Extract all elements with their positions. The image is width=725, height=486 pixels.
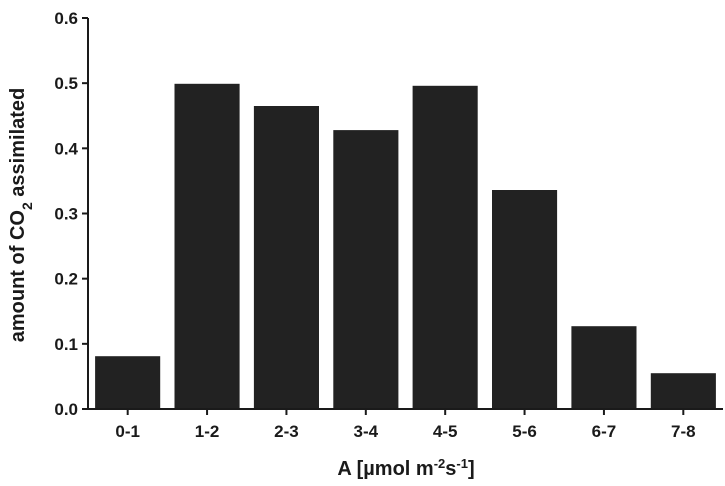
y-tick-label: 0.0 xyxy=(54,400,78,419)
bar-7-8 xyxy=(650,373,716,409)
bar-3-4 xyxy=(333,130,399,409)
y-tick-label: 0.5 xyxy=(54,74,78,93)
y-axis-ticks: 0.0 0.1 0.2 0.3 0.4 0.5 0.6 xyxy=(54,9,88,419)
bar-2-3 xyxy=(253,106,319,409)
y-tick-label: 0.4 xyxy=(54,139,78,158)
y-tick-label: 0.3 xyxy=(54,205,78,224)
x-tick-label: 1-2 xyxy=(195,422,220,441)
plot-frame xyxy=(87,18,723,410)
bar-6-7 xyxy=(571,326,637,409)
x-axis-title: A [µmol m-2s-1] xyxy=(337,456,474,481)
bar-0-1 xyxy=(95,356,161,409)
x-tick-label: 0-1 xyxy=(115,422,140,441)
y-tick-label: 0.2 xyxy=(54,270,78,289)
y-tick-label: 0.6 xyxy=(54,9,78,28)
x-tick-label: 3-4 xyxy=(354,422,379,441)
y-axis-title: amount of CO2 assimilated xyxy=(7,88,35,343)
x-tick-label: 7-8 xyxy=(671,422,696,441)
bar-1-2 xyxy=(174,83,240,410)
x-tick-label: 2-3 xyxy=(274,422,299,441)
y-tick-label: 0.1 xyxy=(54,335,78,354)
bar-5-6 xyxy=(492,190,558,409)
bar-4-5 xyxy=(412,85,478,410)
x-tick-label: 6-7 xyxy=(592,422,617,441)
x-tick-label: 4-5 xyxy=(433,422,458,441)
bars-group xyxy=(95,83,716,410)
x-tick-label: 5-6 xyxy=(512,422,537,441)
x-axis-ticks: 0-1 1-2 2-3 3-4 4-5 5-6 6-7 7-8 xyxy=(115,409,696,441)
